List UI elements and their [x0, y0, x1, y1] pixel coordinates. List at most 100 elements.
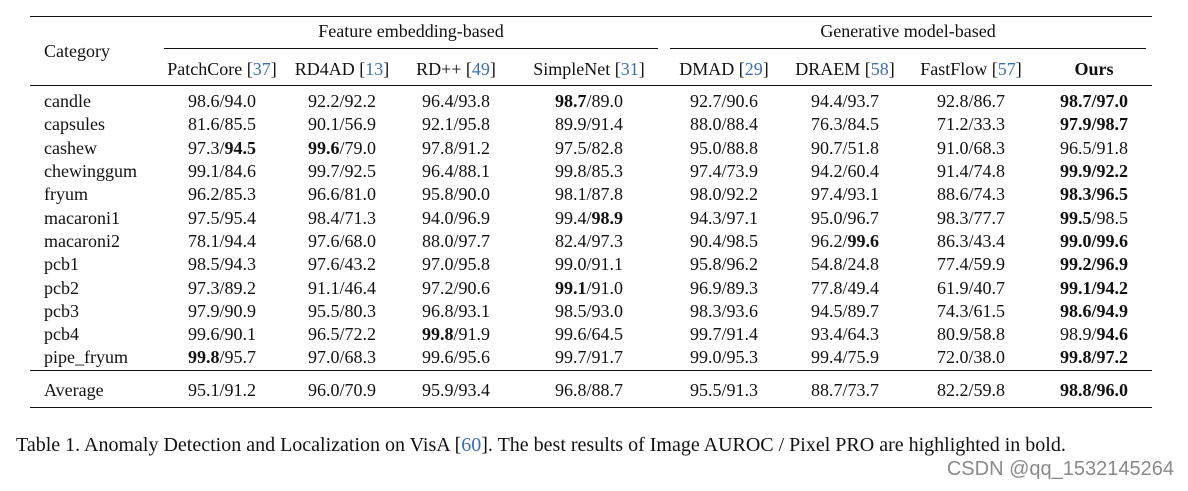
- score-separator: /: [968, 324, 974, 345]
- image-auroc-value: 96.8: [421, 300, 454, 321]
- score-cell: 77.8/49.4: [784, 276, 906, 299]
- score-cell: 97.0/95.8: [398, 253, 514, 276]
- pixel-pro-value: 97.2: [1096, 347, 1129, 368]
- image-auroc-value: 95.5: [689, 380, 722, 401]
- score-separator: /: [453, 137, 459, 158]
- image-auroc-value: 77.8: [810, 277, 843, 298]
- image-auroc-value: 88.0: [421, 230, 454, 251]
- score-cell: 80.9/58.8: [906, 323, 1036, 346]
- pixel-pro-value: 88.7: [591, 380, 624, 401]
- method-citation-link[interactable]: 37: [252, 58, 271, 79]
- group-generative-header: Generative model-based: [664, 17, 1152, 54]
- pixel-pro-value: 91.8: [1096, 137, 1129, 158]
- score-cell: 96.2/99.6: [784, 230, 906, 253]
- pixel-pro-value: 96.9: [1096, 254, 1129, 275]
- category-cell: pcb1: [44, 254, 79, 275]
- score-separator: /: [586, 347, 592, 368]
- group-generative-label: Generative model-based: [670, 21, 1147, 49]
- score-separator: /: [721, 277, 727, 298]
- table-row: chewinggum 99.1/84.6 99.7/92.5 96.4/88.1 99.…: [30, 160, 1152, 183]
- score-cell: 89.9/91.4: [514, 113, 664, 136]
- score-separator: /: [453, 161, 459, 182]
- score-separator: /: [453, 254, 459, 275]
- category-cell: pipe_fryum: [44, 347, 128, 368]
- score-cell: 96.6/81.0: [286, 183, 398, 206]
- table-row: macaroni1 97.5/95.4 98.4/71.3 94.0/96.9 99.4…: [30, 206, 1152, 229]
- score-cell: 94.2/60.4: [784, 160, 906, 183]
- score-cell: 98.6/94.0: [158, 86, 286, 114]
- image-auroc-value: 99.4: [554, 207, 587, 228]
- method-name: RD4AD: [294, 58, 355, 79]
- pixel-pro-value: 91.9: [458, 324, 491, 345]
- score-separator: /: [219, 161, 225, 182]
- method-citation-link[interactable]: 49: [471, 58, 490, 79]
- method-citation-link[interactable]: 29: [744, 58, 763, 79]
- score-separator: /: [721, 184, 727, 205]
- pixel-pro-value: 68.3: [973, 137, 1006, 158]
- score-cell: 61.9/40.7: [906, 276, 1036, 299]
- pixel-pro-value: 85.3: [591, 161, 624, 182]
- image-auroc-value: 97.8: [421, 137, 454, 158]
- pixel-pro-value: 94.6: [1096, 324, 1129, 345]
- pixel-pro-value: 59.8: [973, 380, 1006, 401]
- image-auroc-value: 98.4: [307, 207, 340, 228]
- results-table-container: Category Feature embedding-based Generat…: [30, 16, 1153, 408]
- score-cell: 97.8/91.2: [398, 137, 514, 160]
- pixel-pro-value: 91.2: [224, 380, 257, 401]
- image-auroc-value: 92.2: [307, 91, 340, 112]
- score-cell: 97.4/93.1: [784, 183, 906, 206]
- score-cell: 91.1/46.4: [286, 276, 398, 299]
- score-cell: 99.4/98.9: [514, 206, 664, 229]
- score-cell: 98.7/97.0: [1036, 86, 1152, 114]
- score-cell: 96.8/93.1: [398, 300, 514, 323]
- score-cell: 91.0/68.3: [906, 137, 1036, 160]
- category-cell: fryum: [44, 184, 88, 205]
- score-separator: /: [721, 161, 727, 182]
- pixel-pro-value: 88.1: [458, 161, 491, 182]
- caption-citation-link[interactable]: 60: [461, 434, 482, 456]
- pixel-pro-value: 33.3: [973, 114, 1006, 135]
- group-feature-header: Feature embedding-based: [158, 17, 664, 54]
- caption-suffix: ]. The best results of Image AUROC / Pix…: [481, 434, 1066, 456]
- pixel-pro-value: 95.4: [224, 207, 257, 228]
- score-separator: /: [586, 207, 592, 228]
- score-separator: /: [219, 184, 225, 205]
- score-cell: 99.0/95.3: [664, 346, 784, 370]
- score-cell: 99.7/92.5: [286, 160, 398, 183]
- pixel-pro-value: 43.4: [973, 230, 1006, 251]
- score-separator: /: [968, 254, 974, 275]
- score-separator: /: [453, 114, 459, 135]
- score-separator: /: [586, 161, 592, 182]
- score-cell: 95.8/90.0: [398, 183, 514, 206]
- method-citation-link[interactable]: 58: [870, 58, 889, 79]
- watermark: CSDN @qq_1532145264: [946, 458, 1174, 480]
- pixel-pro-value: 99.6: [847, 230, 880, 251]
- pixel-pro-value: 24.8: [847, 254, 880, 275]
- score-separator: /: [219, 230, 225, 251]
- image-auroc-value: 99.8: [1060, 347, 1092, 368]
- score-separator: /: [1091, 207, 1097, 228]
- score-cell: 99.0/99.6: [1036, 230, 1152, 253]
- image-auroc-value: 97.0: [307, 347, 340, 368]
- pixel-pro-value: 90.0: [458, 184, 491, 205]
- score-cell: 71.2/33.3: [906, 113, 1036, 136]
- image-auroc-value: 82.4: [554, 230, 587, 251]
- method-citation-link[interactable]: 31: [620, 58, 639, 79]
- score-cell: 78.1/94.4: [158, 230, 286, 253]
- score-cell: 82.4/97.3: [514, 230, 664, 253]
- pixel-pro-value: 49.4: [847, 277, 880, 298]
- score-separator: /: [721, 254, 727, 275]
- image-auroc-value: 89.9: [554, 114, 587, 135]
- image-auroc-value: 98.6: [187, 91, 220, 112]
- score-separator: /: [219, 91, 225, 112]
- method-citation-link[interactable]: 13: [365, 58, 384, 79]
- score-cell: 97.5/95.4: [158, 206, 286, 229]
- pixel-pro-value: 87.8: [591, 184, 624, 205]
- score-cell: 97.9/90.9: [158, 300, 286, 323]
- score-separator: /: [219, 380, 225, 401]
- category-cell: pcb2: [44, 277, 79, 298]
- score-cell: 96.4/88.1: [398, 160, 514, 183]
- image-auroc-value: 98.6: [1060, 300, 1092, 321]
- method-citation-link[interactable]: 57: [997, 58, 1016, 79]
- score-cell: 88.0/88.4: [664, 113, 784, 136]
